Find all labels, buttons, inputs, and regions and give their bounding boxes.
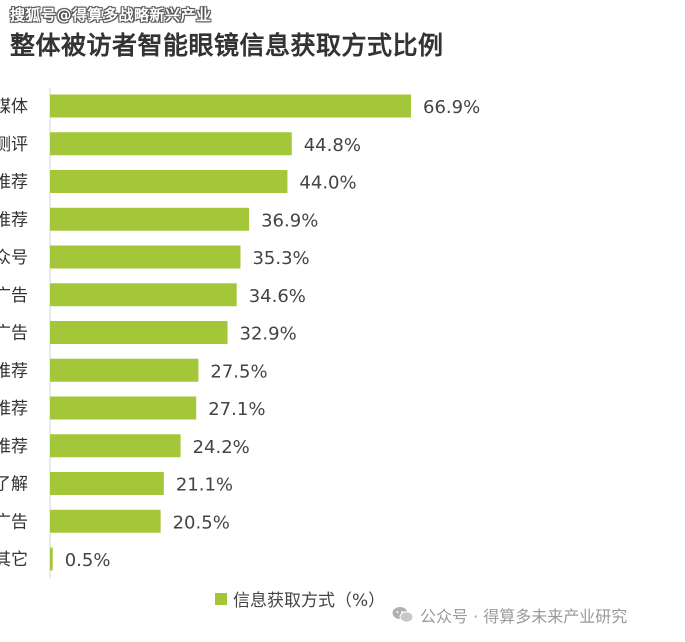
value-label: 32.9% (240, 324, 297, 345)
chart-title: 整体被访者智能眼镜信息获取方式比例 (10, 31, 444, 60)
category-label: 推荐 (0, 361, 28, 381)
value-label: 0.5% (65, 550, 111, 571)
legend: 信息获取方式（%） (215, 586, 385, 611)
category-label: 推荐 (0, 173, 28, 193)
bar (50, 207, 250, 231)
value-label: 27.1% (208, 399, 265, 420)
bar (50, 472, 164, 495)
category-label: 媒体 (0, 97, 28, 117)
legend-label: 信息获取方式（%） (233, 591, 386, 611)
bar (50, 434, 181, 458)
value-label: 66.9% (423, 97, 480, 118)
category-label: 推荐 (0, 210, 28, 230)
value-label: 20.5% (173, 512, 230, 533)
bar (50, 396, 197, 420)
category-label: 众号 (0, 248, 28, 268)
bar (50, 358, 199, 382)
legend-swatch (215, 592, 227, 605)
value-label: 44.8% (304, 135, 361, 156)
value-label: 34.6% (249, 286, 306, 307)
category-label: 广告 (0, 512, 28, 532)
category-label: 其它 (0, 550, 28, 570)
watermark-top: 搜狐号@得算多战略新兴产业 (10, 6, 212, 24)
category-label: 测评 (0, 135, 28, 155)
value-label: 21.1% (176, 475, 233, 496)
value-label: 27.5% (210, 361, 267, 382)
bar (50, 547, 53, 571)
wechat-icon (392, 607, 414, 623)
value-label: 44.0% (299, 173, 356, 194)
category-label: 推荐 (0, 437, 28, 457)
category-label: 推荐 (0, 399, 28, 419)
bars-group: 媒体 66.9% 测评 44.8% 推荐 44.0% 推荐 36.9% 众号 35.3% 广告 34.… (0, 94, 480, 571)
watermark-bottom: 公众号 · 得算多未来产业研究 (392, 603, 627, 627)
bar (50, 245, 241, 269)
category-label: 广告 (0, 286, 28, 306)
value-label: 35.3% (252, 248, 309, 269)
watermark-bottom-text: 公众号 · 得算多未来产业研究 (420, 607, 628, 626)
bar (50, 170, 288, 193)
bar (50, 321, 228, 344)
value-label: 24.2% (193, 437, 250, 458)
bar (50, 94, 411, 118)
category-label: 了解 (0, 475, 28, 495)
value-label: 36.9% (261, 210, 318, 231)
bar (50, 509, 161, 533)
bar (50, 132, 292, 156)
bar (50, 283, 237, 307)
category-label: 广告 (0, 324, 28, 344)
